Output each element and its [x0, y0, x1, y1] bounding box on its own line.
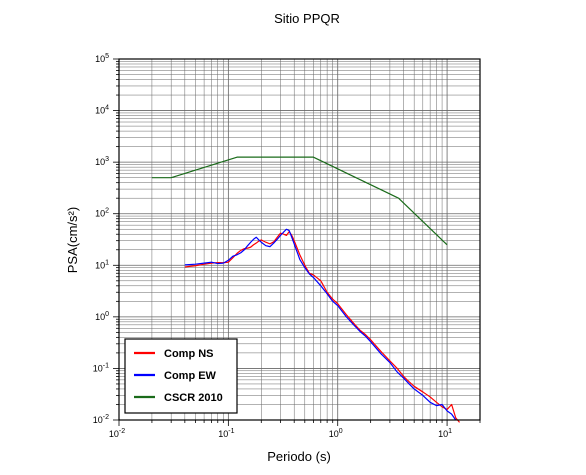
x-tick-label: 10-1 — [218, 428, 234, 439]
y-tick-label: 104 — [95, 105, 109, 116]
y-tick-label: 100 — [95, 311, 109, 322]
y-tick-label: 105 — [95, 53, 109, 64]
y-tick-label: 10-2 — [93, 414, 109, 425]
x-axis-label: Periodo (s) — [267, 449, 331, 464]
legend-label-comp-ns: Comp NS — [164, 348, 214, 360]
comp-ns-line — [184, 231, 460, 423]
plot-frame — [118, 58, 481, 421]
y-tick-labels: 10-2 10-1 100 101 102 103 104 105 — [93, 53, 109, 425]
y-axis-label: PSA(cm/s²) — [65, 207, 80, 273]
x-tick-label: 100 — [329, 428, 343, 439]
legend-label-cscr-2010: CSCR 2010 — [164, 392, 223, 404]
chart-title: Sitio PPQR — [274, 11, 340, 26]
x-tick-label: 101 — [438, 428, 452, 439]
y-tick-label: 102 — [95, 208, 109, 219]
series-layer — [151, 156, 460, 423]
y-tick-label: 10-1 — [93, 362, 109, 373]
legend-label-comp-ew: Comp EW — [164, 370, 217, 382]
comp-ew-line — [184, 228, 457, 421]
x-tick-label: 10-2 — [109, 428, 125, 439]
cscr-2010-line — [151, 156, 448, 246]
x-tick-labels: 10-2 10-1 100 101 — [109, 428, 452, 439]
y-tick-label: 103 — [95, 156, 109, 167]
legend: Comp NS Comp EW CSCR 2010 — [124, 338, 238, 414]
y-tick-label: 101 — [95, 259, 109, 270]
